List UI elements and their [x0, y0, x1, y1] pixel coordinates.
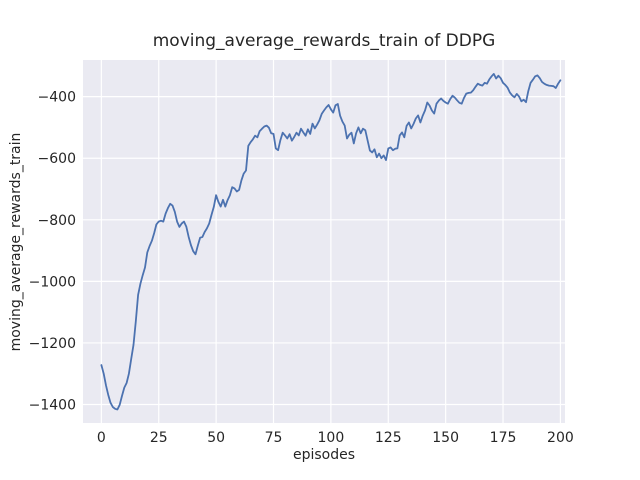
y-tick-label: −600	[38, 151, 76, 167]
y-tick-label: −400	[38, 90, 76, 106]
chart-title: moving_average_rewards_train of DDPG	[152, 31, 496, 51]
y-axis-label: moving_average_rewards_train	[8, 132, 24, 352]
x-tick-label: 0	[97, 430, 106, 446]
x-tick-label: 175	[490, 430, 517, 446]
x-tick-label: 25	[150, 430, 168, 446]
x-tick-label: 125	[375, 430, 402, 446]
x-tick-label: 50	[207, 430, 225, 446]
y-tick-label: −800	[38, 213, 76, 229]
x-tick-label: 100	[318, 430, 345, 446]
x-tick-label: 75	[265, 430, 283, 446]
axes-background	[83, 60, 565, 423]
y-tick-label: −1200	[29, 336, 76, 352]
x-axis-label: episodes	[292, 447, 356, 463]
x-tick-label: 150	[432, 430, 459, 446]
series-line-ddpg	[100, 73, 562, 411]
y-tick-label: −1000	[29, 274, 76, 290]
y-tick-label: −1400	[29, 398, 76, 414]
x-tick-label: 200	[547, 430, 574, 446]
